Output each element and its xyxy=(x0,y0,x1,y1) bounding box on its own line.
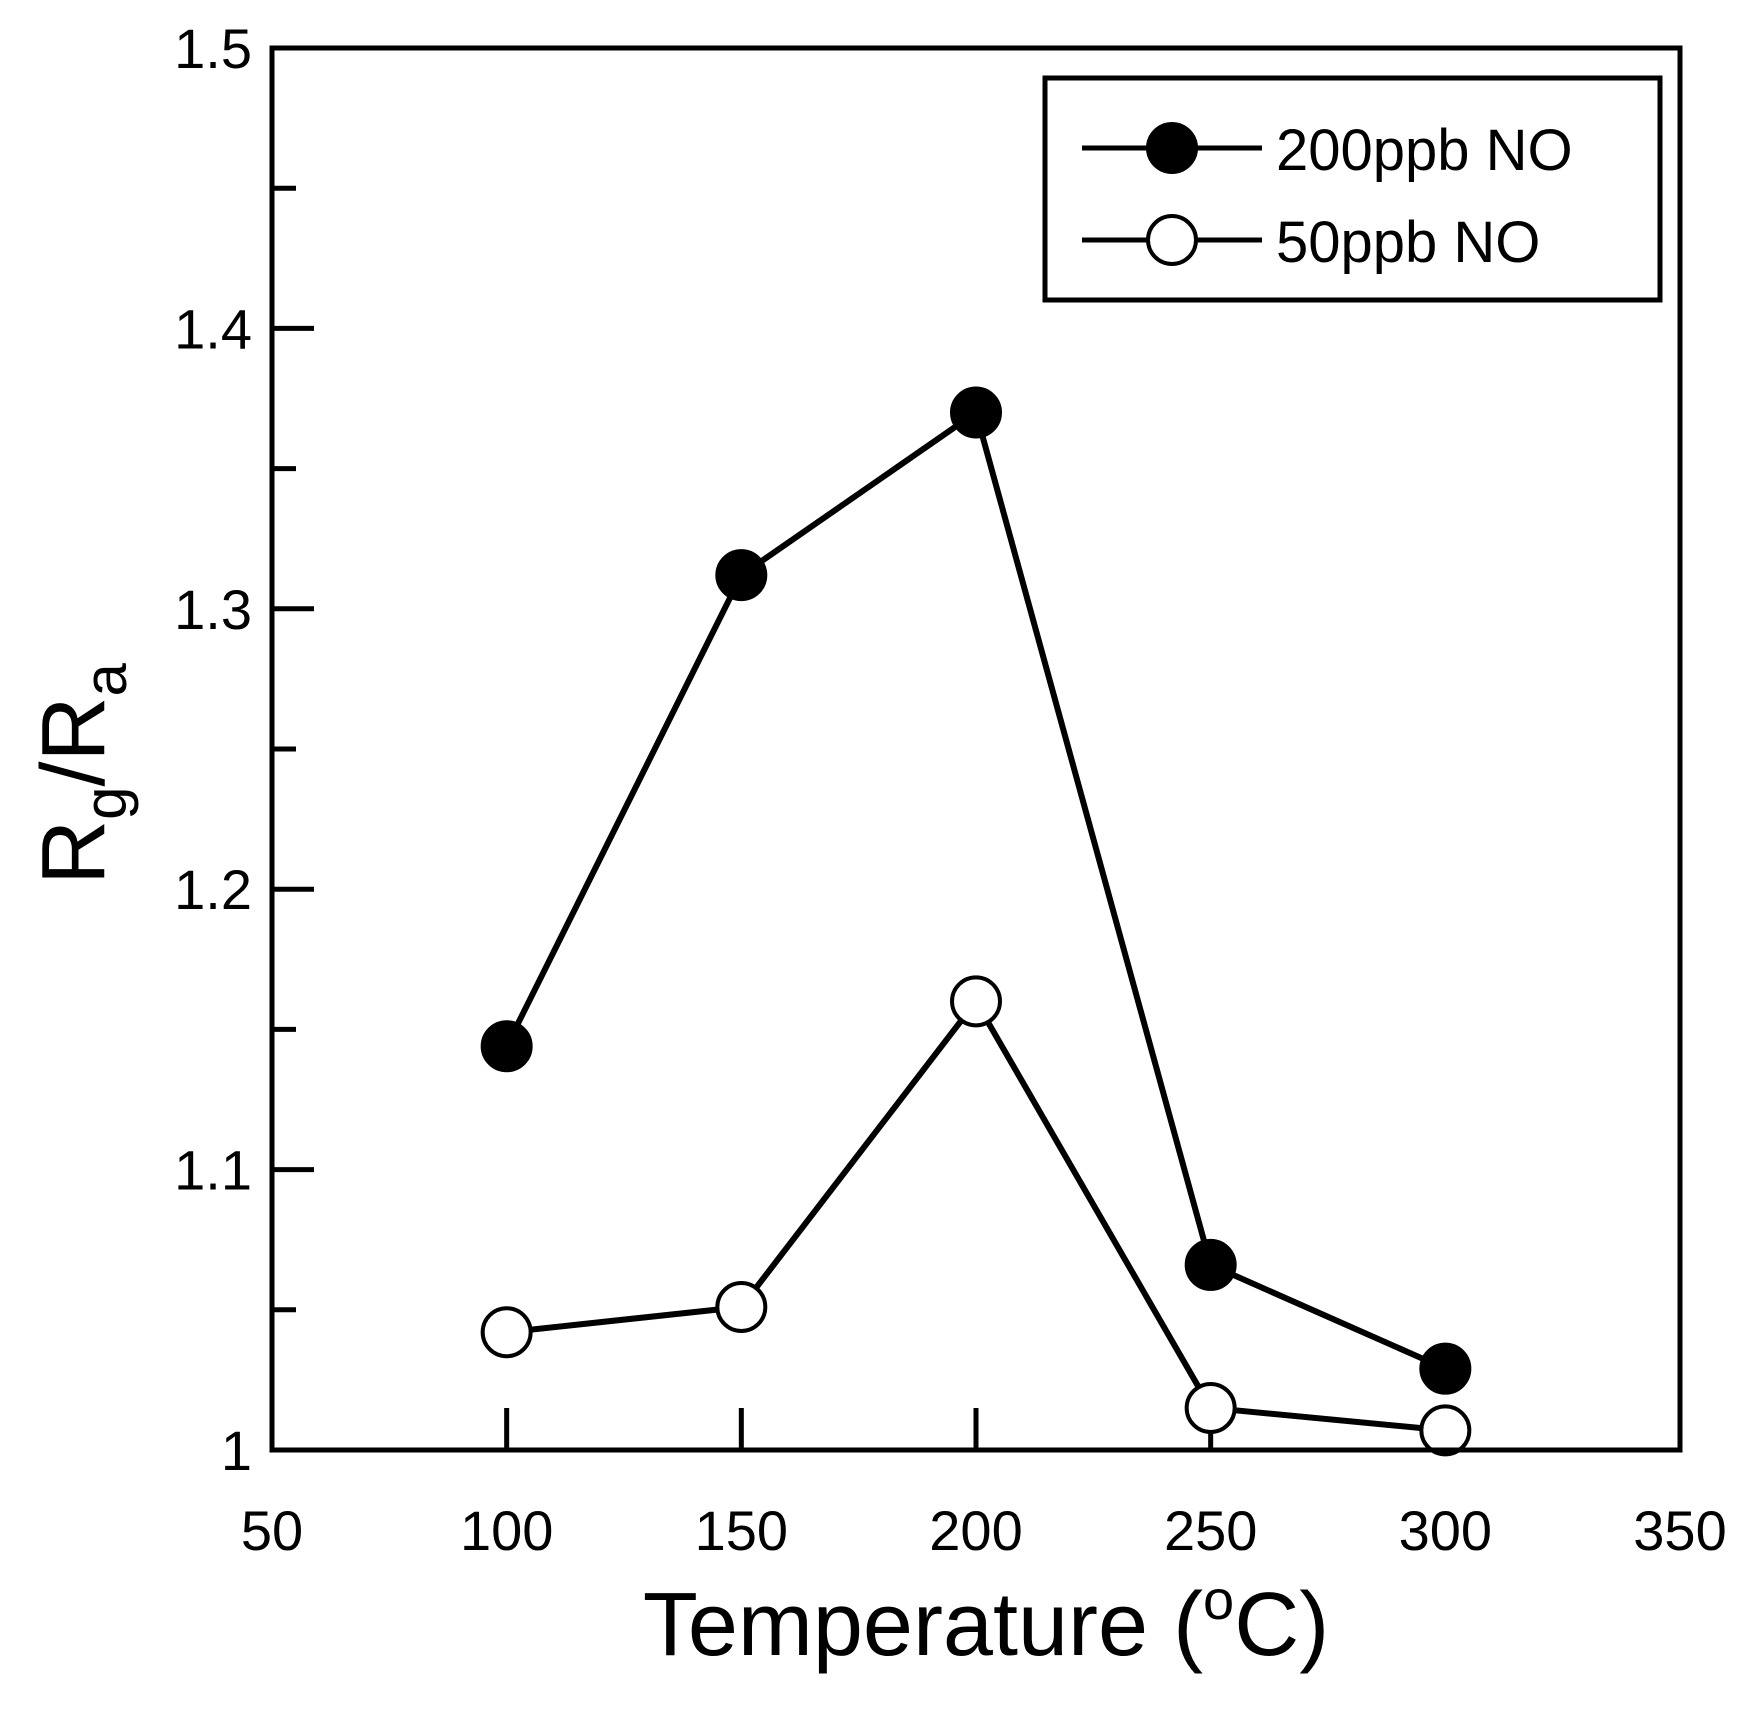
legend: 200ppb NO 50ppb NO xyxy=(1042,75,1663,303)
legend-marker-filled xyxy=(1146,122,1198,174)
data-point-open xyxy=(480,1306,533,1359)
x-tick-label: 300 xyxy=(1399,1499,1492,1562)
x-axis-title: Temperature (oC) xyxy=(643,1568,1329,1675)
y-tick-label: 1.3 xyxy=(174,578,252,641)
x-tick-label: 50 xyxy=(241,1499,303,1562)
data-point-open xyxy=(1419,1404,1472,1457)
legend-box xyxy=(1042,75,1663,303)
data-point-open xyxy=(1184,1381,1237,1434)
y-tick-label: 1.5 xyxy=(174,17,252,80)
data-point-open xyxy=(715,1280,768,1333)
x-tick-label: 250 xyxy=(1164,1499,1257,1562)
data-point-filled xyxy=(950,386,1002,439)
x-tick-label: 200 xyxy=(929,1499,1022,1562)
data-point-filled xyxy=(1419,1342,1472,1395)
legend-label: 200ppb NO xyxy=(1276,118,1573,183)
data-point-open xyxy=(950,975,1002,1028)
y-tick-label: 1.4 xyxy=(174,297,252,360)
legend-marker-open xyxy=(1146,214,1198,266)
data-point-filled xyxy=(480,1020,533,1073)
data-point-filled xyxy=(715,549,768,602)
legend-label: 50ppb NO xyxy=(1276,210,1540,275)
x-tick-label: 100 xyxy=(460,1499,553,1562)
data-point-filled xyxy=(1184,1238,1237,1291)
x-tick-label: 350 xyxy=(1633,1499,1726,1562)
series-line-0 xyxy=(503,409,1447,1372)
plot-frame xyxy=(269,45,1683,1453)
y-tick-label: 1.1 xyxy=(174,1139,252,1202)
x-tick-label: 150 xyxy=(695,1499,788,1562)
series-line-1 xyxy=(506,998,1446,1434)
y-axis-title: Rg/Ra xyxy=(24,663,139,885)
tick-labels: 50 100 150 200 250 300 350 1 1.1 1.2 1.3 1.4 1.5 xyxy=(174,17,1727,1562)
y-tick-label: 1.2 xyxy=(174,858,252,921)
series-layer xyxy=(480,386,1472,1457)
y-tick-label: 1 xyxy=(221,1419,252,1482)
